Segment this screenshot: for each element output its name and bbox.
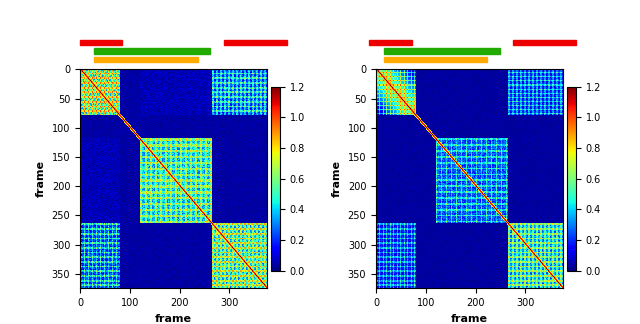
Bar [384,48,500,54]
Bar [95,57,198,62]
Y-axis label: frame: frame [36,160,46,197]
Bar [513,40,576,45]
Y-axis label: frame: frame [332,160,342,197]
Bar [223,40,287,45]
Bar [95,48,210,54]
X-axis label: frame: frame [451,314,488,324]
X-axis label: frame: frame [155,314,192,324]
Bar [369,40,412,45]
Bar [80,40,122,45]
Bar [384,57,487,62]
